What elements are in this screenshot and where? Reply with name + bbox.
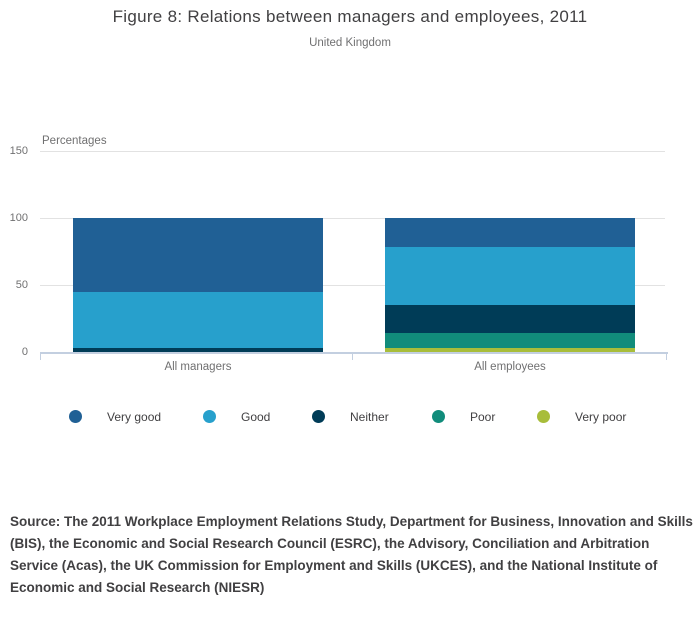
legend-dot-icon (69, 410, 82, 423)
legend-label: Poor (470, 409, 496, 424)
x-axis-tick-0 (40, 353, 41, 360)
bar-segment-very-good[interactable] (73, 217, 323, 292)
bar-segment-good[interactable] (73, 291, 323, 348)
x-axis-line (40, 352, 668, 354)
chart-subtitle: United Kingdom (309, 37, 391, 49)
y-tick-label-150: 150 (9, 144, 28, 157)
legend-label: Very poor (575, 409, 627, 424)
legend-label: Very good (107, 409, 162, 424)
legend-dot-icon (537, 410, 550, 423)
y-tick-label-50: 50 (15, 278, 28, 291)
bar-segment-very-poor[interactable] (385, 347, 635, 352)
legend-item-neither[interactable]: Neither (312, 409, 389, 424)
bar-segment-poor[interactable] (385, 333, 635, 348)
bar-all-managers (73, 217, 323, 352)
legend-item-very-good[interactable]: Very good (69, 409, 161, 424)
y-tick-label-100: 100 (9, 211, 28, 224)
legend-dot-icon (203, 410, 216, 423)
gridline-y-150 (40, 150, 665, 152)
legend-dot-icon (312, 410, 325, 423)
gridline-y-100 (40, 217, 665, 219)
bar-segment-neither[interactable] (385, 304, 635, 334)
x-axis-tick-2 (666, 353, 667, 360)
chart-title: Figure 8: Relations between managers and… (112, 7, 588, 26)
legend-item-poor[interactable]: Poor (432, 409, 495, 424)
category-label-all-employees: All employees (474, 361, 546, 373)
bar-segment-good[interactable] (385, 247, 635, 305)
bar-segment-very-good[interactable] (385, 217, 635, 248)
legend-dot-icon (432, 410, 445, 423)
bar-all-employees (385, 217, 635, 352)
legend-item-very-poor[interactable]: Very poor (537, 409, 626, 424)
bar-segment-neither[interactable] (73, 347, 323, 352)
y-tick-label-0: 0 (21, 346, 28, 358)
category-label-all-managers: All managers (164, 361, 232, 373)
legend-label: Good (241, 409, 271, 424)
legend-item-good[interactable]: Good (203, 409, 270, 424)
source-note: Source: The 2011 Workplace Employment Re… (10, 514, 693, 595)
legend-label: Neither (350, 409, 389, 424)
gridline-y-50 (40, 284, 665, 286)
x-axis-tick-1 (352, 353, 353, 360)
y-axis-unit-label: Percentages (42, 135, 107, 147)
